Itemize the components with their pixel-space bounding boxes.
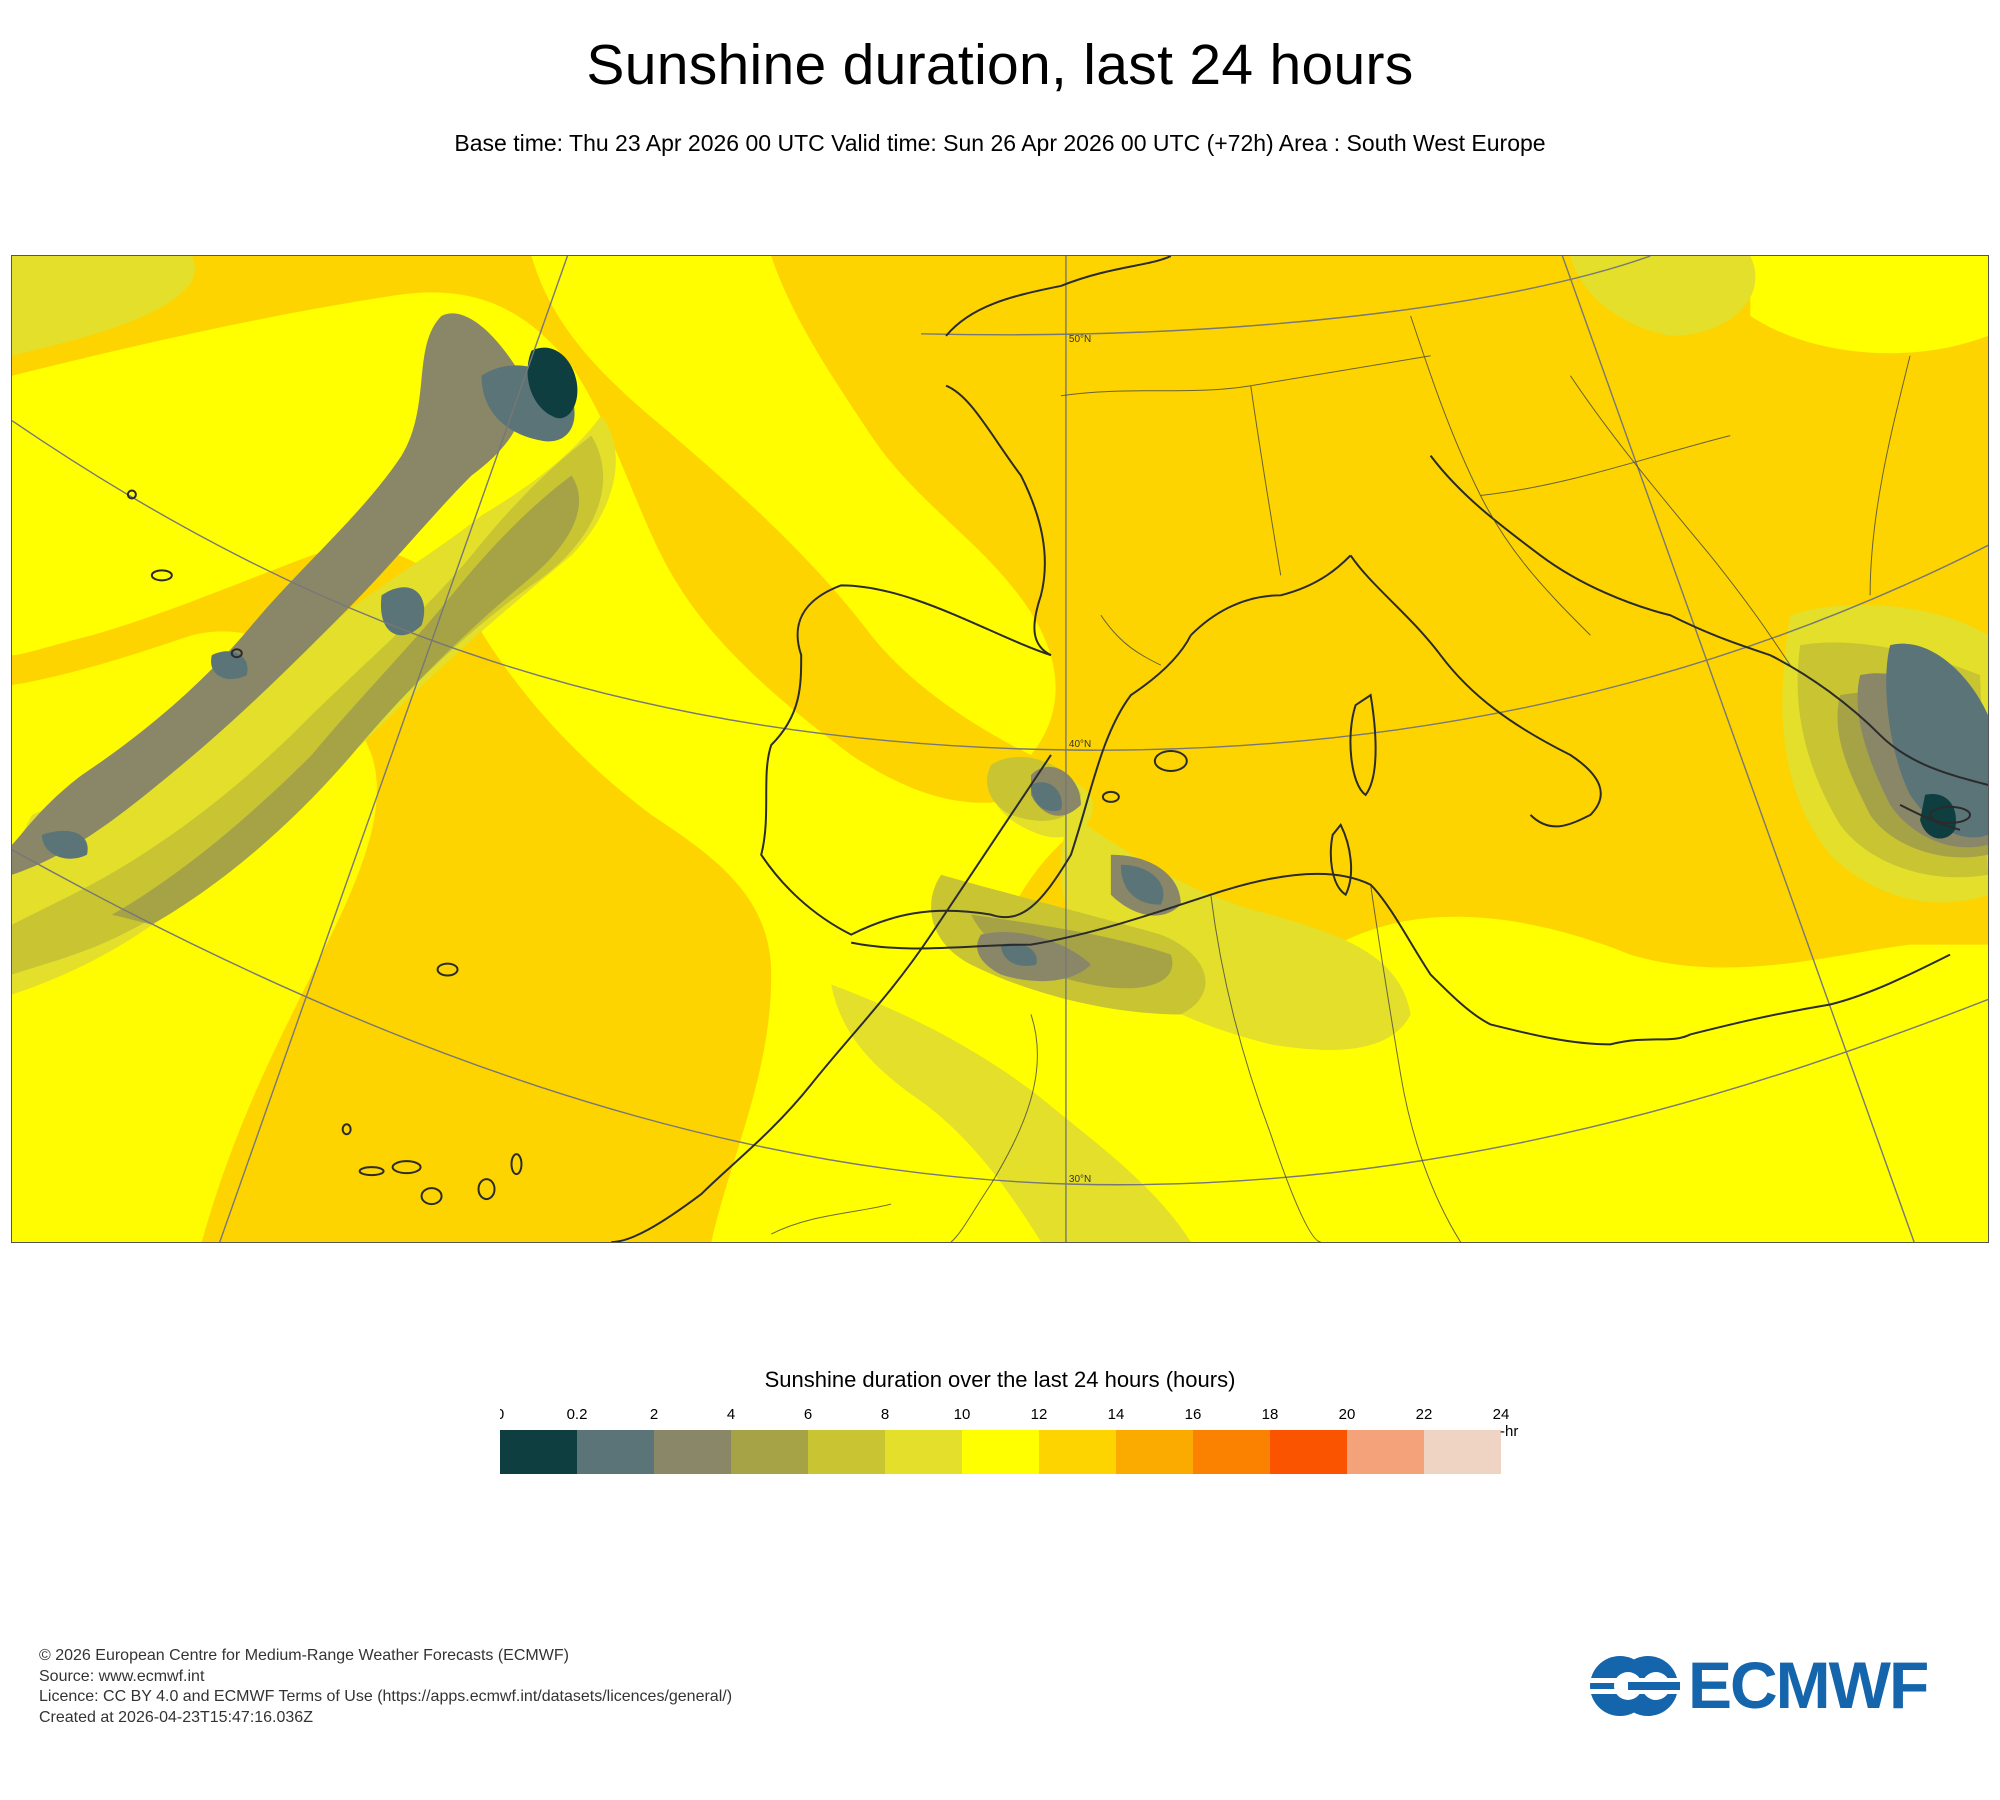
chart-subtitle: Base time: Thu 23 Apr 2026 00 UTC Valid … — [454, 130, 1546, 156]
legend-swatch — [1116, 1430, 1193, 1474]
footer-created: Created at 2026-04-23T15:47:16.036Z — [39, 1708, 313, 1726]
legend-swatch — [1039, 1430, 1116, 1474]
legend-swatch — [654, 1430, 731, 1474]
legend-swatch — [885, 1430, 962, 1474]
legend-tick-label: 18 — [1262, 1406, 1279, 1423]
legend-tick-label: 10 — [954, 1406, 971, 1423]
legend-unit-label: -hr — [1500, 1423, 1518, 1440]
field-02-2 — [41, 365, 1988, 966]
coastlines — [611, 256, 1988, 1242]
ecmwf-logo-text: ECMWF — [1688, 1648, 1929, 1722]
legend-tick-label: 8 — [881, 1406, 889, 1423]
legend-swatch — [500, 1430, 577, 1474]
legend-swatch — [731, 1430, 808, 1474]
legend-tick-label: 0.2 — [567, 1406, 588, 1423]
field-0-02 — [527, 347, 1957, 839]
footer-copyright: © 2026 European Centre for Medium-Range … — [39, 1647, 569, 1664]
islands — [126, 489, 1972, 1206]
ecmwf-logo-icon — [1588, 1656, 1680, 1716]
legend-swatch — [808, 1430, 885, 1474]
legend-swatch — [1270, 1430, 1347, 1474]
legend-swatch — [962, 1430, 1039, 1474]
legend-tick-label: 0 — [500, 1406, 504, 1423]
legend-tick-label: 6 — [804, 1406, 812, 1423]
legend-swatch — [1347, 1430, 1424, 1474]
sunshine-map[interactable]: 50°N 40°N 30°N — [11, 255, 1989, 1243]
footer-credits: © 2026 European Centre for Medium-Range … — [39, 1646, 732, 1728]
footer-source: Source: www.ecmwf.int — [39, 1667, 205, 1685]
graticule — [12, 256, 1988, 1242]
lat-label-40n: 40°N — [1069, 739, 1091, 750]
legend-title: Sunshine duration over the last 24 hours… — [764, 1367, 1236, 1392]
legend-swatch — [1424, 1430, 1501, 1474]
lat-label-50n: 50°N — [1069, 334, 1091, 345]
ecmwf-logo: ECMWF — [1588, 1648, 1968, 1722]
chart-title: Sunshine duration, last 24 hours — [586, 33, 1414, 97]
legend-tick-label: 14 — [1108, 1406, 1125, 1423]
legend-tick-label: 12 — [1031, 1406, 1048, 1423]
legend-tick-label: 24 — [1493, 1406, 1510, 1423]
legend-swatch — [1193, 1430, 1270, 1474]
legend-tick-label: 16 — [1185, 1406, 1202, 1423]
legend-tick-label: 22 — [1416, 1406, 1433, 1423]
legend-tick-label: 20 — [1339, 1406, 1356, 1423]
legend-tick-label: 2 — [650, 1406, 658, 1423]
country-borders — [771, 315, 1911, 1242]
footer-licence: Licence: CC BY 4.0 and ECMWF Terms of Us… — [39, 1688, 733, 1705]
legend-tick-label: 4 — [727, 1406, 735, 1423]
legend-swatch — [577, 1430, 654, 1474]
lat-label-30n: 30°N — [1069, 1174, 1091, 1185]
legend-swatches — [500, 1430, 1501, 1474]
